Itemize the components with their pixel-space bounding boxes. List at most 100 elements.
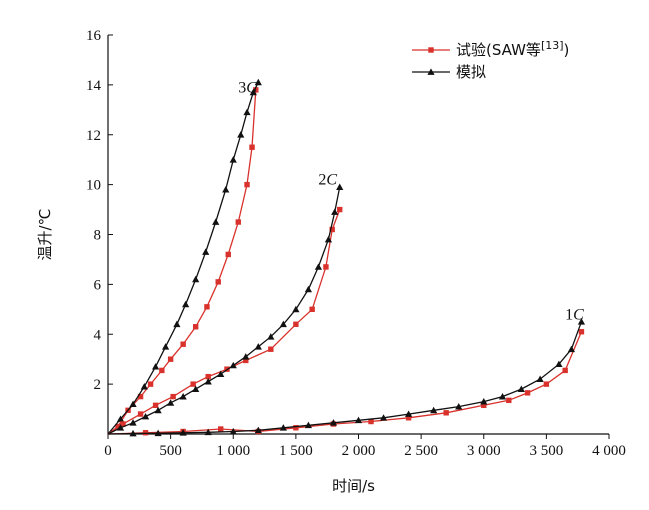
marker-3C-simulation xyxy=(162,343,170,350)
y-axis-title: 温升/℃ xyxy=(36,209,54,261)
marker-3C-simulation xyxy=(173,320,181,328)
marker-3C-test xyxy=(235,219,241,225)
marker-3C-simulation xyxy=(243,108,251,116)
marker-3C-simulation xyxy=(222,186,230,193)
marker-2C-simulation xyxy=(229,361,237,369)
marker-2C-simulation xyxy=(167,399,175,406)
marker-1C-simulation xyxy=(204,428,212,436)
series-2C-test xyxy=(107,206,343,435)
marker-1C-simulation xyxy=(304,421,312,429)
marker-3C-simulation xyxy=(229,156,237,163)
marker-1C-simulation xyxy=(354,416,363,424)
marker-2C-simulation xyxy=(129,419,137,426)
marker-1C-simulation xyxy=(430,406,438,414)
marker-3C-simulation xyxy=(254,78,262,86)
marker-3C-simulation xyxy=(249,88,257,96)
marker-2C-simulation xyxy=(179,392,187,400)
legend-label: 试验(SAW等[13]) xyxy=(456,39,569,59)
marker-2C-simulation xyxy=(217,370,225,378)
marker-2C-simulation xyxy=(192,385,200,392)
x-axis-title: 时间/s xyxy=(332,477,375,495)
x-tick-label: 3 500 xyxy=(530,443,564,459)
marker-3C-simulation xyxy=(116,415,125,422)
curve-label-2C: 2C xyxy=(318,172,337,189)
marker-2C-simulation xyxy=(324,235,333,243)
marker-2C-test xyxy=(293,321,299,327)
marker-3C-test xyxy=(249,144,255,150)
marker-3C-simulation xyxy=(202,248,210,255)
marker-2C-simulation xyxy=(304,285,312,293)
legend-marker xyxy=(427,68,435,75)
marker-1C-test xyxy=(578,329,585,335)
legend-entry-square: 试验(SAW等[13]) xyxy=(412,39,569,59)
line-2C-test xyxy=(107,209,341,435)
marker-1C-simulation xyxy=(254,426,262,434)
series-3C-test xyxy=(107,87,259,435)
marker-2C-simulation xyxy=(267,333,275,340)
marker-1C-simulation xyxy=(154,429,162,437)
marker-1C-test xyxy=(368,418,374,425)
marker-3C-simulation xyxy=(192,275,200,283)
x-tick-label: 0 xyxy=(104,443,112,459)
marker-2C-simulation xyxy=(254,343,262,350)
marker-1C-test xyxy=(562,367,568,374)
y-tick-label: 16 xyxy=(86,28,102,44)
marker-1C-simulation xyxy=(577,318,586,325)
marker-2C-test xyxy=(120,421,126,427)
y-tick-label: 4 xyxy=(94,327,102,343)
marker-1C-simulation xyxy=(179,429,187,436)
legend-label: 模拟 xyxy=(456,63,486,81)
marker-2C-simulation xyxy=(141,412,150,420)
marker-2C-simulation xyxy=(336,183,344,190)
line-3C-simulation xyxy=(107,82,259,435)
marker-3C-test xyxy=(137,393,144,400)
curve-label-3C: 3C xyxy=(238,79,257,96)
marker-2C-simulation xyxy=(242,353,250,360)
marker-3C-test xyxy=(180,341,186,347)
marker-2C-simulation xyxy=(331,208,339,215)
marker-1C-simulation xyxy=(517,385,525,392)
marker-2C-test xyxy=(190,381,196,387)
marker-1C-simulation xyxy=(279,424,287,431)
marker-2C-test xyxy=(152,402,159,409)
marker-3C-test xyxy=(253,87,259,93)
marker-3C-test xyxy=(167,356,174,362)
marker-2C-simulation xyxy=(314,263,323,270)
legend-entry-triangle: 模拟 xyxy=(412,63,486,81)
marker-3C-simulation xyxy=(129,400,137,407)
marker-1C-test xyxy=(481,402,487,409)
line-1C-test xyxy=(107,331,582,435)
marker-1C-simulation xyxy=(405,410,413,417)
marker-3C-test xyxy=(244,181,250,188)
marker-2C-simulation xyxy=(116,424,125,431)
marker-1C-simulation xyxy=(329,419,338,426)
marker-1C-simulation xyxy=(480,397,488,405)
x-tick-label: 1 000 xyxy=(216,443,250,459)
marker-1C-test xyxy=(543,381,550,387)
marker-2C-simulation xyxy=(154,406,162,414)
marker-1C-test xyxy=(506,397,512,404)
marker-1C-simulation xyxy=(379,414,388,421)
y-tick-label: 10 xyxy=(86,178,101,194)
y-tick-label: 8 xyxy=(94,228,102,244)
marker-2C-test xyxy=(268,346,274,352)
line-1C-simulation xyxy=(107,321,583,435)
x-tick-label: 500 xyxy=(159,443,182,459)
marker-1C-simulation xyxy=(536,375,544,383)
series-1C-test xyxy=(107,329,585,436)
legend-marker xyxy=(428,47,434,53)
x-tick-label: 3 000 xyxy=(467,443,501,459)
marker-2C-simulation xyxy=(279,320,287,328)
x-tick-label: 1 500 xyxy=(279,443,313,459)
marker-2C-test xyxy=(170,393,176,400)
marker-2C-test xyxy=(309,306,315,313)
series-layer xyxy=(107,78,586,437)
series-1C-simulation xyxy=(107,318,586,437)
marker-1C-test xyxy=(218,426,224,432)
y-tick-label: 12 xyxy=(86,128,101,144)
marker-1C-simulation xyxy=(455,402,463,410)
marker-1C-simulation xyxy=(498,392,507,400)
curve-labels: 3C 2C 1C xyxy=(238,79,584,323)
marker-2C-test xyxy=(329,226,335,233)
